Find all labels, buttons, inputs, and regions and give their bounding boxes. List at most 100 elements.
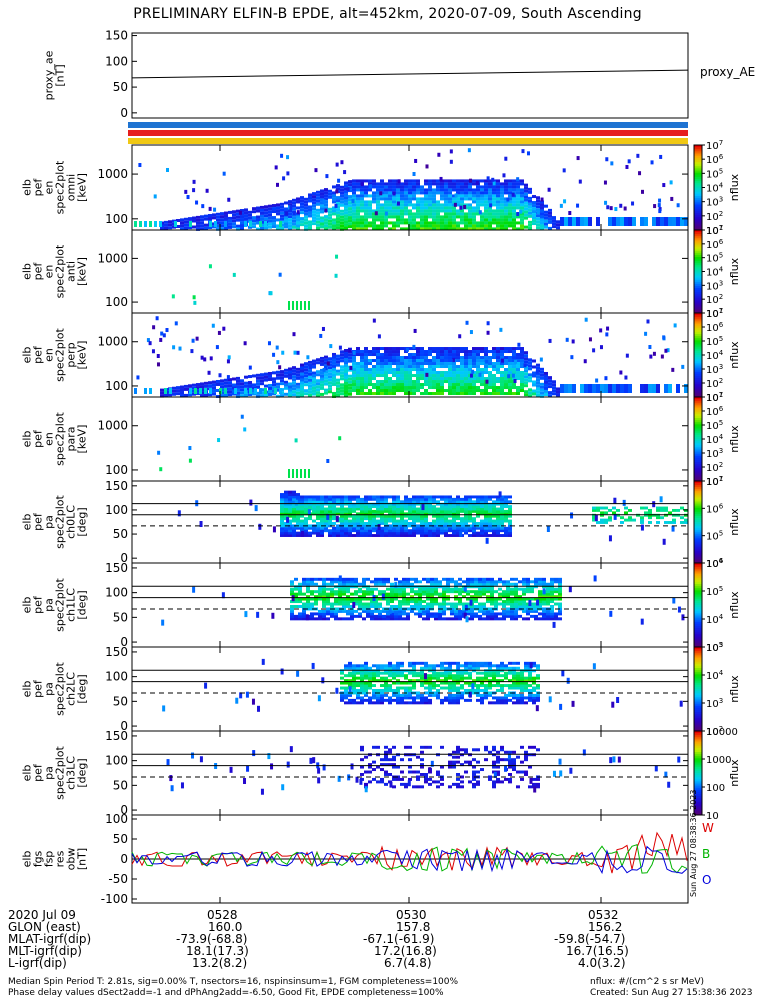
spectrogram-cell (292, 301, 294, 310)
pa-cell (358, 600, 362, 604)
pa-cell (368, 671, 372, 675)
spectrogram-cell (228, 393, 232, 397)
spectrogram-cell (320, 195, 324, 199)
spectrogram-cell (644, 331, 648, 336)
pa-cell (546, 595, 550, 599)
pa-cell (496, 534, 500, 537)
pa-cell (412, 531, 416, 535)
spectrogram-cell (428, 374, 432, 378)
spectrogram-cell (188, 384, 192, 388)
spectrogram-cell (404, 179, 408, 183)
spectrogram-cell (267, 341, 271, 346)
pa-cell (484, 519, 488, 523)
spectrogram-cell (356, 377, 360, 381)
spectrogram-cell (492, 221, 496, 225)
spectrogram-cell (136, 375, 140, 380)
pa-cell (380, 495, 384, 499)
pa-cell (494, 600, 498, 604)
pa-cell (448, 500, 452, 504)
spectrogram-cell (436, 362, 440, 366)
spectrogram-cell (217, 438, 221, 443)
spectrogram-cell (280, 379, 284, 383)
pa-cell (414, 602, 418, 606)
spectrogram-perp-ytick-label: 100 (105, 379, 128, 393)
spectrogram-cell (348, 383, 352, 387)
pa-cell (436, 514, 440, 518)
pa-cell (338, 595, 342, 599)
spectrogram-cell (364, 209, 368, 213)
spectrogram-cell (496, 377, 500, 381)
spectrogram-cell (312, 389, 316, 393)
pa-cell (504, 505, 508, 509)
spectrogram-cell (492, 191, 496, 195)
spectrogram-cell (360, 197, 364, 201)
pa-cell (492, 526, 496, 530)
colorbar-segment (694, 378, 702, 381)
pa-cell (454, 597, 458, 601)
spectrogram-cell (216, 388, 220, 392)
pa-cell (450, 612, 454, 616)
colorbar-segment (694, 552, 702, 556)
pa-cell (296, 534, 300, 537)
pa-cell (372, 689, 376, 692)
spectrogram-cell (424, 221, 428, 225)
colorbar-segment (694, 640, 702, 644)
pa-cell (300, 530, 304, 537)
pa-cell (290, 582, 294, 586)
spectrogram-cell (180, 218, 184, 222)
pa-cell (392, 512, 396, 516)
pa-cell (510, 609, 514, 613)
spectrogram-cell (440, 374, 444, 378)
spectrogram-cell (352, 218, 356, 222)
spectrogram-cell (384, 365, 388, 369)
spectrogram-cell (336, 384, 340, 388)
pa-cell (372, 671, 376, 675)
spectrogram-cell (314, 168, 318, 173)
spectrogram-cell (300, 387, 304, 391)
spectrogram-cell (328, 210, 332, 214)
colorbar-segment (694, 382, 702, 385)
spectrogram-cell (244, 221, 247, 227)
spectrogram-cell (520, 206, 524, 210)
spectrogram-cell (153, 194, 157, 199)
pa-cell (406, 600, 410, 604)
spectrogram-cell (424, 380, 428, 384)
spectrogram-cell (312, 374, 316, 378)
pa-cell (480, 524, 484, 528)
colorbar-segment (694, 252, 702, 256)
pa-cell (352, 495, 356, 499)
spectrogram-cell (496, 218, 500, 222)
spectrogram-cell (404, 374, 408, 378)
pa-cell (364, 681, 368, 685)
spectrogram-cell (472, 179, 476, 183)
pa-cell (500, 529, 504, 533)
spectrogram-cell (404, 203, 408, 207)
pa-cell (482, 577, 486, 581)
spectrogram-cell (268, 392, 272, 396)
spectrogram-cell (463, 205, 467, 210)
spectrogram-cell (322, 367, 326, 372)
spectrogram-cell (452, 347, 456, 351)
spectrogram-cell (408, 191, 412, 195)
spectrogram-cell (583, 359, 587, 364)
spectrogram-cell (352, 212, 356, 216)
pa-cell (322, 597, 326, 601)
pa-cell (322, 617, 326, 621)
colorbar-segment (694, 193, 702, 197)
spectrogram-cell (376, 218, 380, 222)
spectrogram-cell (491, 177, 495, 182)
pa-cell (352, 522, 356, 525)
spectrogram-cell (524, 210, 528, 214)
spectrogram-cell (496, 365, 500, 369)
spectrogram-cell (420, 386, 424, 390)
pa-cell (458, 597, 462, 601)
pa-cell (360, 531, 364, 535)
pa-cell (332, 500, 336, 504)
pa-cell (420, 497, 424, 501)
spectrogram-cell (384, 380, 388, 384)
pa-cell (292, 509, 296, 513)
pa-cell (504, 500, 508, 504)
colorbar-segment (694, 244, 702, 248)
spectrogram-cell (504, 374, 508, 378)
pa-cell (538, 580, 542, 584)
